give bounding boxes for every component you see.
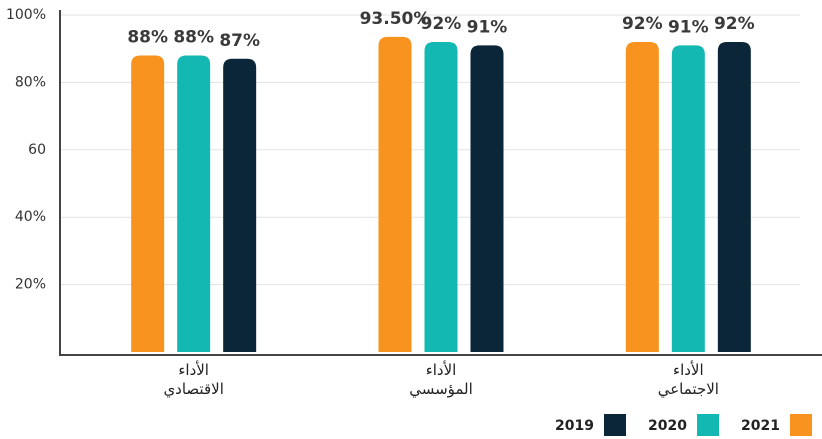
bar	[717, 41, 751, 353]
y-tick-label: 40%	[15, 209, 46, 225]
value-label: 92%	[421, 14, 462, 34]
legend-swatch	[697, 414, 719, 436]
legend-label: 2019	[555, 418, 594, 434]
bar	[671, 45, 705, 352]
value-label: 87%	[219, 31, 260, 51]
bar	[131, 55, 165, 352]
y-tick-label: 20%	[15, 277, 46, 293]
x-tick-label: الأداء الاجتماعي	[657, 361, 719, 398]
value-label: 91%	[668, 17, 709, 37]
value-label: 88%	[173, 27, 214, 47]
legend-label: 2020	[648, 418, 687, 434]
value-label: 91%	[467, 17, 508, 37]
value-label: 93.50%	[360, 9, 431, 29]
legend-swatch	[790, 414, 812, 436]
x-tick-label: الأداء المؤسسي	[409, 361, 473, 398]
y-tick-label: 80%	[15, 74, 46, 90]
bar	[378, 36, 412, 352]
bar	[177, 55, 211, 352]
legend-swatch	[604, 414, 626, 436]
bar	[223, 58, 257, 353]
x-tick-label: الأداء الاقتصادي	[163, 361, 224, 398]
y-tick-label: 100%	[6, 7, 46, 23]
bar	[424, 41, 458, 353]
value-label: 92%	[714, 14, 755, 34]
y-tick-label: 60	[28, 142, 46, 158]
bar	[470, 45, 504, 352]
legend-label: 2021	[741, 418, 780, 434]
value-label: 88%	[127, 27, 168, 47]
bar	[625, 41, 659, 353]
value-label: 92%	[622, 14, 663, 34]
